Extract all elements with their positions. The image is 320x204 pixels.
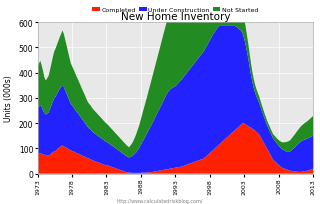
Title: New Home Inventory: New Home Inventory	[121, 12, 230, 22]
Y-axis label: Units (000s): Units (000s)	[4, 75, 13, 122]
Text: http://www.calculatedriskblog.com/: http://www.calculatedriskblog.com/	[117, 198, 203, 203]
Legend: Completed, Under Construction, Not Started: Completed, Under Construction, Not Start…	[90, 5, 261, 15]
